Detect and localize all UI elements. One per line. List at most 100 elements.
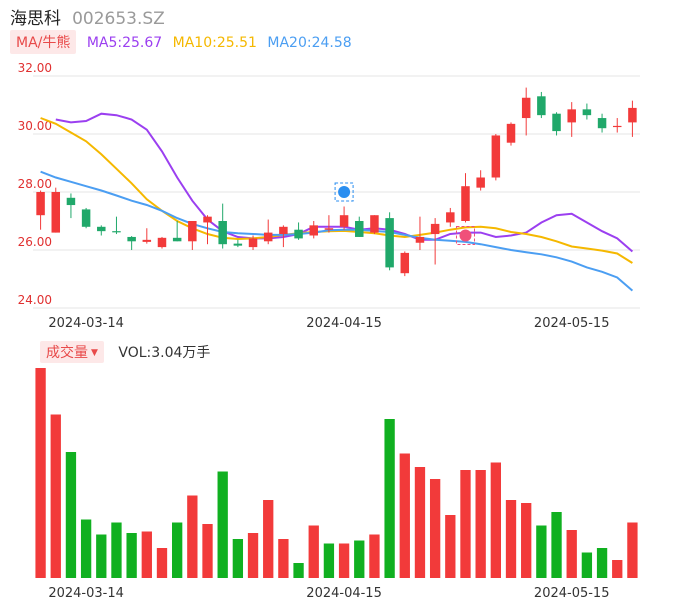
candle-body (36, 192, 45, 216)
candle (309, 221, 318, 239)
volume-bar (35, 368, 46, 578)
candle (339, 206, 349, 230)
volume-bar (323, 543, 335, 578)
candle-body (476, 177, 485, 188)
candle-body (491, 135, 501, 178)
volume-bar (445, 515, 456, 578)
candle-body (294, 229, 303, 239)
candle-body (51, 192, 61, 233)
candle (400, 251, 410, 277)
candle (233, 239, 243, 248)
candle (203, 215, 212, 245)
volume-bar (50, 414, 61, 578)
volume-bar (278, 539, 289, 578)
candle-body (279, 226, 288, 235)
bear-signal-icon (334, 182, 354, 202)
volume-bar (126, 533, 137, 578)
candlesticks (36, 87, 637, 277)
ma-legend: MA/牛熊 MA5:25.67 MA10:25.51 MA20:24.58 (10, 30, 352, 54)
candle (188, 221, 197, 250)
stock-code: 002653.SZ (72, 9, 165, 29)
candle-body (446, 212, 455, 223)
candle (66, 193, 76, 219)
candle-body (81, 209, 91, 227)
candle-body (521, 97, 531, 119)
candle-body (628, 107, 637, 123)
price-x-axis: 2024-03-14 2024-04-15 2024-05-15 (48, 316, 609, 331)
x-tick-label: 2024-03-14 (48, 586, 124, 601)
candle (597, 113, 607, 133)
volume-bar (505, 500, 517, 578)
candle (582, 103, 592, 120)
candle (81, 207, 91, 229)
ma10-legend: MA10:25.51 (172, 35, 257, 51)
candle-body (537, 96, 546, 116)
candle (370, 215, 379, 235)
candle (263, 219, 273, 245)
ma-type-button[interactable]: MA/牛熊 (10, 30, 77, 54)
candle-body (309, 225, 318, 236)
volume-bar (490, 462, 501, 578)
volume-bar (475, 470, 486, 578)
candle (127, 236, 136, 250)
ma10-line (40, 117, 633, 264)
volume-legend: 成交量 ▼ VOL:3.04万手 (40, 341, 210, 363)
x-tick-label: 2024-05-15 (534, 586, 610, 601)
badge-dot (338, 186, 351, 198)
volume-bar (338, 543, 350, 578)
volume-bar (308, 525, 319, 578)
ma5-legend: MA5:25.67 (86, 35, 163, 51)
candle-body (112, 231, 121, 233)
candle-body (612, 125, 622, 128)
candle (461, 173, 470, 223)
x-tick-label: 2024-03-14 (48, 316, 124, 331)
volume-bar (263, 500, 274, 578)
ma20-line (40, 170, 634, 292)
volume-bar (536, 525, 547, 578)
volume-bar (80, 519, 92, 578)
candle-body (233, 243, 243, 246)
x-tick-label: 2024-05-15 (534, 316, 610, 331)
candle (218, 203, 227, 249)
candle (279, 225, 288, 248)
candle-body (66, 197, 76, 206)
candle (567, 102, 576, 137)
badge-frame (455, 226, 475, 245)
volume-bar (369, 534, 380, 578)
candle (612, 118, 622, 133)
candle (446, 207, 455, 227)
candle-body (324, 228, 334, 230)
candle-body (142, 239, 152, 242)
candle (142, 228, 152, 244)
candle (51, 187, 61, 233)
volume-bar (384, 419, 395, 578)
candle-body (157, 237, 167, 248)
y-tick-label: 28.00 (18, 177, 52, 191)
candle (36, 190, 45, 230)
candle (385, 212, 394, 271)
candle-body (400, 252, 410, 274)
volume-bar (596, 548, 608, 578)
volume-bar (521, 503, 532, 578)
candle-body (97, 226, 106, 232)
y-tick-label: 32.00 (18, 61, 52, 75)
candle (355, 216, 364, 237)
volume-bar (612, 560, 623, 578)
candle-body (203, 216, 212, 223)
candle-body (385, 218, 394, 268)
y-tick-label: 30.00 (18, 119, 52, 133)
candle-body (430, 223, 440, 235)
volume-bar (187, 495, 198, 578)
caret-down-icon: ▼ (91, 348, 98, 358)
candle-body (127, 236, 136, 242)
badge-frame (334, 182, 354, 202)
volume-bar (627, 522, 638, 578)
volume-x-axis: 2024-03-14 2024-04-15 2024-05-15 (48, 586, 609, 601)
volume-indicator-button[interactable]: 成交量 ▼ (40, 341, 104, 363)
candle-body (461, 186, 470, 221)
signal-badges (334, 182, 475, 245)
candle-body (582, 109, 592, 116)
volume-bar (232, 539, 244, 578)
candle-body (339, 215, 349, 227)
